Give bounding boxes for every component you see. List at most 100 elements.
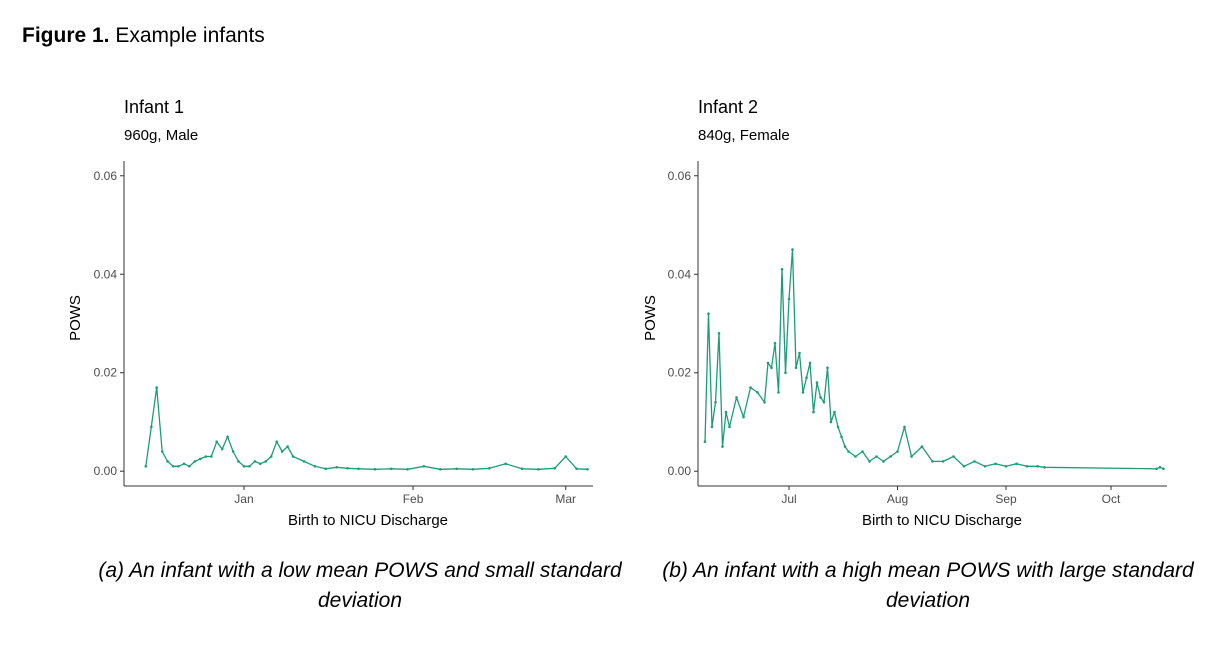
data-point — [406, 468, 409, 471]
data-point — [291, 455, 295, 458]
data-point — [210, 455, 213, 458]
plot-area: 0.00 0.02 0.04 0.06 Jan Feb Mar — [94, 161, 593, 506]
data-point — [160, 450, 164, 453]
data-point — [847, 450, 850, 453]
plot-area: 0.00 0.02 0.04 0.06 Jul Aug Sep Oct — [668, 161, 1167, 506]
y-tick-label: 0.00 — [668, 464, 692, 478]
y-axis-label: POWS — [67, 295, 84, 341]
caption-b: (b) An infant with a high mean POWS with… — [662, 559, 1194, 612]
chart-title: Infant 2 — [698, 97, 758, 117]
data-point — [973, 460, 976, 463]
data-point — [1158, 466, 1162, 469]
data-point — [910, 455, 913, 458]
data-point — [836, 425, 840, 429]
data-point — [808, 361, 812, 365]
data-point — [253, 460, 257, 463]
data-point — [237, 460, 240, 463]
data-point — [231, 450, 235, 453]
data-point — [875, 455, 878, 458]
data-point — [302, 460, 306, 463]
data-point — [226, 435, 229, 439]
data-point — [819, 396, 822, 399]
data-point — [286, 445, 289, 448]
data-point — [248, 465, 251, 468]
data-point — [199, 457, 202, 461]
y-tick-label: 0.04 — [668, 267, 692, 281]
data-point — [728, 425, 731, 429]
data-point — [829, 420, 833, 424]
data-point — [324, 467, 328, 471]
data-point — [805, 376, 808, 380]
data-point — [896, 450, 899, 453]
series-line — [704, 248, 1164, 470]
data-point — [215, 440, 218, 444]
data-point — [177, 465, 180, 468]
chart-panel-infant-1: Infant 1 960g, Male 0.00 0.02 0.04 0.06 Jan F… — [55, 88, 615, 558]
data-point — [994, 462, 997, 466]
data-point — [269, 455, 273, 458]
data-point — [1015, 462, 1018, 466]
data-point — [155, 386, 158, 389]
data-point — [791, 248, 794, 251]
figure-title: Figure 1. Example infants — [22, 24, 265, 48]
data-point — [784, 371, 787, 375]
data-point — [520, 467, 524, 471]
x-tick-label: Jan — [234, 492, 253, 506]
figure-label: Figure 1. — [22, 24, 110, 47]
data-point — [242, 465, 246, 468]
data-point — [787, 297, 791, 301]
data-point — [204, 455, 208, 458]
y-tick-label: 0.02 — [94, 366, 118, 380]
data-point — [1004, 465, 1008, 468]
data-point — [166, 460, 169, 463]
y-tick-label: 0.02 — [668, 366, 692, 380]
data-point — [150, 425, 153, 429]
figure-title-text: Example infants — [115, 24, 265, 47]
data-point — [798, 351, 801, 355]
data-point — [335, 466, 339, 469]
data-point — [1025, 465, 1029, 468]
data-point — [471, 468, 475, 471]
chart-infant-2: Infant 2 840g, Female 0.00 0.02 0.04 0.06 Ju… — [642, 97, 1167, 529]
data-point — [373, 468, 377, 471]
data-point — [389, 467, 393, 471]
data-point — [564, 455, 567, 458]
data-point — [861, 450, 864, 453]
x-tick-label: Feb — [403, 492, 424, 506]
data-point — [822, 401, 826, 404]
data-point — [703, 440, 707, 444]
data-point — [920, 445, 924, 448]
data-point — [812, 410, 815, 414]
data-point — [357, 467, 360, 471]
data-point — [826, 366, 829, 370]
data-point — [773, 341, 777, 345]
data-point — [749, 386, 752, 389]
data-point — [952, 455, 955, 458]
data-point — [766, 361, 770, 365]
data-point — [717, 332, 721, 335]
data-point — [264, 460, 268, 463]
data-point — [455, 467, 459, 471]
data-point — [188, 465, 191, 468]
data-point — [144, 465, 148, 468]
data-point — [182, 462, 186, 466]
chart-infant-1: Infant 1 960g, Male 0.00 0.02 0.04 0.06 Jan F… — [67, 97, 593, 529]
data-point — [770, 366, 773, 370]
data-point — [488, 467, 491, 470]
data-point — [868, 460, 871, 463]
data-point — [794, 366, 798, 370]
x-tick-label: Jul — [781, 492, 796, 506]
data-point — [1162, 467, 1165, 471]
data-point — [962, 465, 966, 468]
data-point — [724, 410, 728, 414]
x-tick-label: Mar — [555, 492, 576, 506]
data-point — [983, 465, 987, 468]
data-point — [313, 465, 317, 468]
data-point — [714, 401, 717, 404]
chart-subtitle: 840g, Female — [698, 127, 790, 144]
data-point — [763, 401, 766, 404]
data-point — [439, 468, 442, 471]
data-point — [259, 462, 262, 466]
data-point — [815, 381, 819, 384]
data-point — [735, 396, 738, 399]
